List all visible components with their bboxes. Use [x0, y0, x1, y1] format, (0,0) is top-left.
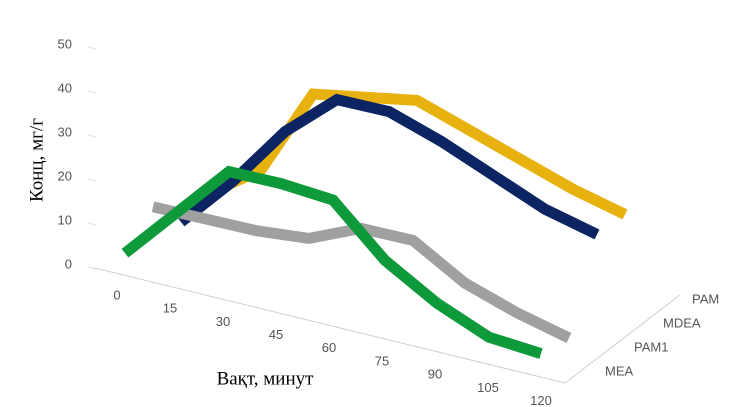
grid-line	[87, 46, 97, 50]
grid-line	[87, 134, 97, 138]
x-tick-label: 120	[530, 393, 552, 407]
y-tick-label: 30	[58, 124, 72, 139]
depth-label: PAM1	[634, 339, 668, 354]
depth-label: MEA	[605, 363, 634, 378]
depth-label: MDEA	[663, 315, 701, 330]
x-tick-label: 75	[375, 353, 389, 368]
series-ribbon	[177, 93, 600, 240]
x-tick-label: 0	[113, 287, 120, 302]
x-axis-title: Вақт, минут	[217, 368, 315, 389]
x-tick-label: 60	[322, 340, 336, 355]
y-axis-title: Конц, мг/г	[26, 118, 47, 202]
depth-axis-line	[564, 294, 681, 384]
grid-line	[87, 90, 97, 94]
x-tick-label: 105	[477, 380, 499, 395]
grid-line	[87, 266, 97, 270]
x-tick-label: 15	[163, 301, 177, 316]
depth-label: PAM	[692, 291, 719, 306]
series-ribbon	[206, 88, 628, 220]
series-ribbon	[121, 165, 543, 359]
grid-line	[87, 222, 97, 226]
grid-line	[87, 178, 97, 182]
x-tick-label: 30	[216, 314, 230, 329]
y-tick-label: 0	[65, 256, 72, 271]
y-tick-label: 40	[58, 80, 72, 95]
y-tick-label: 50	[58, 36, 72, 51]
y-tick-label: 10	[58, 212, 72, 227]
x-tick-label: 90	[428, 367, 442, 382]
y-tick-label: 20	[58, 168, 72, 183]
x-axis-line	[94, 267, 566, 384]
x-tick-label: 45	[269, 327, 283, 342]
